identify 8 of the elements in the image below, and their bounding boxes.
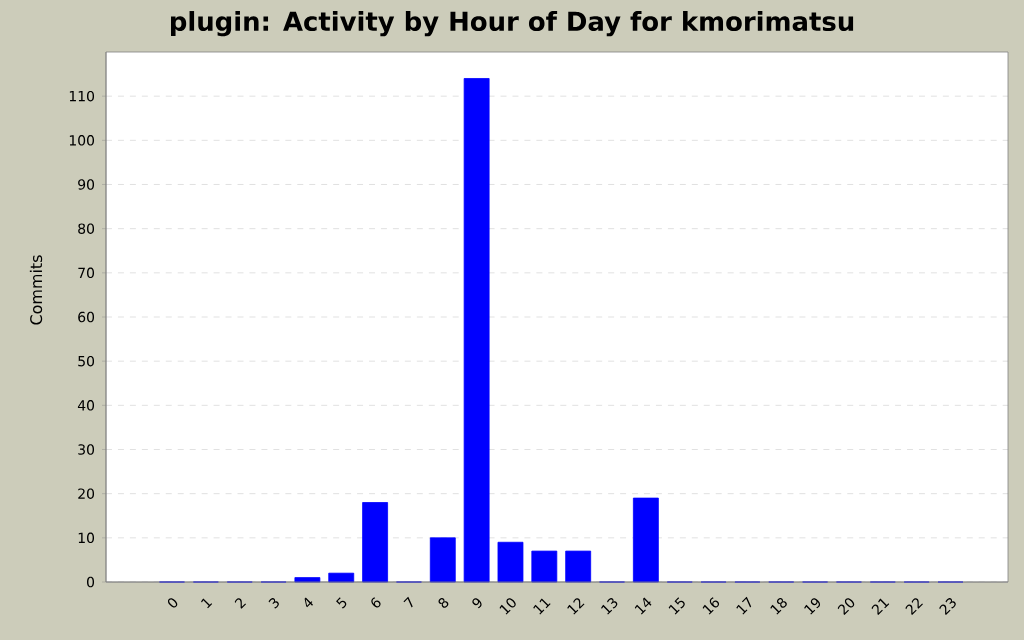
bar [362, 502, 388, 583]
bar [463, 78, 490, 583]
bar [565, 550, 592, 583]
bar [429, 537, 456, 583]
bar [497, 541, 524, 583]
bar [632, 497, 659, 583]
chart-title: plugin: Activity by Hour of Day for kmorimatsu [171, 11, 854, 37]
bar [531, 550, 558, 583]
